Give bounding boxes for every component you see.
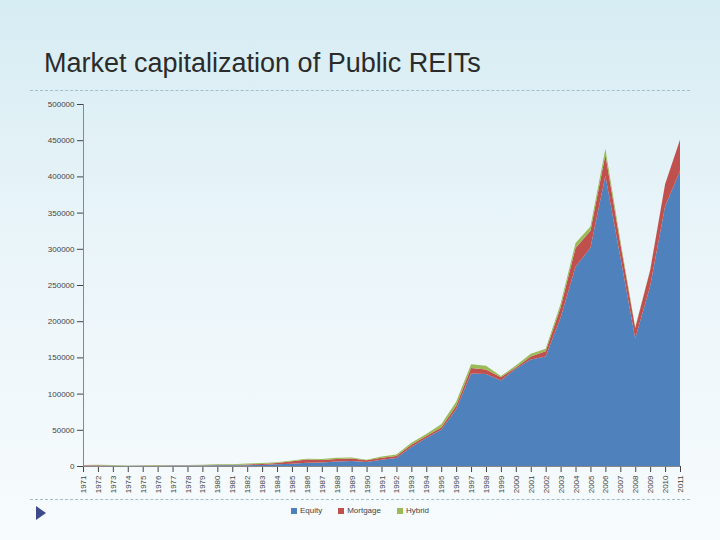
svg-text:1975: 1975 [139,475,148,493]
svg-text:1978: 1978 [184,475,193,493]
svg-text:2009: 2009 [646,475,655,493]
svg-text:1987: 1987 [318,475,327,493]
svg-text:2004: 2004 [572,475,581,493]
svg-text:350000: 350000 [48,209,75,218]
svg-text:500000: 500000 [48,100,75,109]
svg-text:1988: 1988 [333,475,342,493]
svg-text:2005: 2005 [587,475,596,493]
svg-text:1986: 1986 [303,475,312,493]
svg-text:150000: 150000 [48,353,75,362]
svg-text:1974: 1974 [124,475,133,493]
svg-text:1983: 1983 [258,475,267,493]
svg-text:0: 0 [70,462,75,471]
svg-text:400000: 400000 [48,172,75,181]
svg-text:2007: 2007 [616,475,625,493]
svg-text:1998: 1998 [482,475,491,493]
svg-text:1996: 1996 [452,475,461,493]
svg-text:1977: 1977 [169,475,178,493]
svg-text:100000: 100000 [48,390,75,399]
svg-text:1989: 1989 [348,475,357,493]
svg-text:1991: 1991 [378,475,387,493]
svg-text:450000: 450000 [48,136,75,145]
svg-text:250000: 250000 [48,281,75,290]
svg-text:1992: 1992 [392,475,401,493]
svg-text:1985: 1985 [288,475,297,493]
svg-text:1993: 1993 [407,475,416,493]
svg-text:50000: 50000 [52,426,75,435]
svg-text:2002: 2002 [542,475,551,493]
html-text:Mortgage: Mortgage [347,506,381,515]
svg-text:1981: 1981 [228,475,237,493]
html-text:Equity: Equity [299,506,323,515]
svg-text:1997: 1997 [467,475,476,493]
svg-text:1973: 1973 [109,475,118,493]
svg-text:1984: 1984 [273,475,282,493]
svg-text:1979: 1979 [198,475,207,493]
svg-text:1990: 1990 [363,475,372,493]
html-text:Market capitalization of Publi: Market capitalization of Public REITs [44,48,481,78]
svg-text:2003: 2003 [557,475,566,493]
svg-text:1971: 1971 [79,475,88,493]
svg-text:2010: 2010 [661,475,670,493]
svg-text:1972: 1972 [94,475,103,493]
svg-text:300000: 300000 [48,245,75,254]
svg-text:2011: 2011 [676,475,685,493]
svg-text:2001: 2001 [527,475,536,493]
svg-text:2000: 2000 [512,475,521,493]
svg-text:1980: 1980 [213,475,222,493]
svg-text:1982: 1982 [243,475,252,493]
svg-text:2008: 2008 [631,475,640,493]
svg-text:1999: 1999 [497,475,506,493]
svg-text:1976: 1976 [154,475,163,493]
svg-text:1995: 1995 [437,475,446,493]
svg-text:1994: 1994 [422,475,431,493]
html-text:Hybrid: Hybrid [406,506,430,515]
svg-text:200000: 200000 [48,317,75,326]
svg-text:2006: 2006 [601,475,610,493]
